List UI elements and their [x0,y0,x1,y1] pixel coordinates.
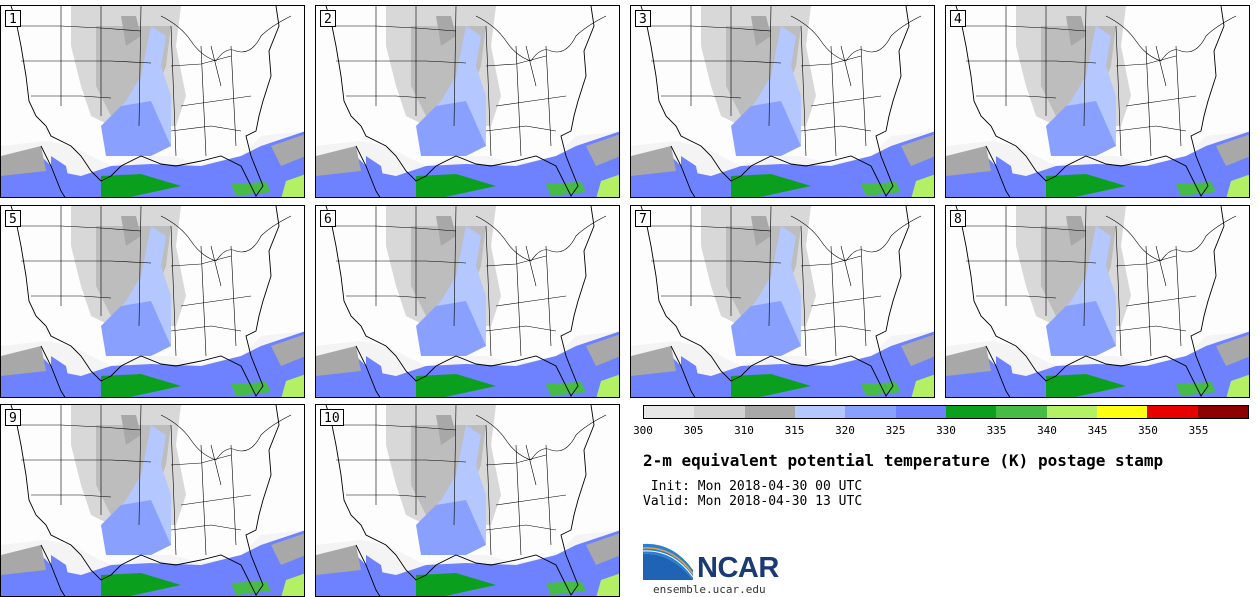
figure-title: 2-m equivalent potential temperature (K)… [643,451,1164,470]
member-panel: 4 [945,5,1250,198]
init-time: Init: Mon 2018-04-30 00 UTC [643,479,863,494]
colorbar-tick-label: 335 [986,424,1007,437]
colorbar-segment [644,406,695,418]
member-panel: 8 [945,205,1250,398]
colorbar-tick-label: 310 [734,424,754,437]
colorbar-tick-label: 315 [784,424,805,437]
colorbar-segment [744,406,795,418]
member-panel: 1 [0,5,305,198]
colorbar-tick-label: 345 [1087,424,1108,437]
colorbar-segment [895,406,946,418]
valid-time: Valid: Mon 2018-04-30 13 UTC [643,494,863,509]
member-panel: 6 [315,205,620,398]
colorbar-segment [845,406,896,418]
colorbar-tick-label: 320 [835,424,855,437]
member-panel: 3 [630,5,935,198]
colorbar-tick-label: 300 [633,424,653,437]
colorbar-tick-label: 330 [936,424,956,437]
member-label: 4 [950,10,966,27]
colorbar-segment [996,406,1047,418]
colorbar-segment [1096,406,1148,418]
member-label: 1 [5,10,21,27]
colorbar-segment [694,406,745,418]
member-label: 9 [5,409,21,426]
colorbar-tick-label: 325 [885,424,906,437]
colorbar-segment [945,406,997,418]
member-label: 8 [950,210,966,227]
member-panel: 9 [0,404,305,597]
colorbar-tick-label: 340 [1037,424,1057,437]
member-label: 3 [635,10,651,27]
colorbar-segment [794,406,846,418]
member-label: 6 [320,210,336,227]
site-url: ensemble.ucar.edu [653,583,766,596]
colorbar-ticks: 300 305 310 315 320 325 330 335 340 345 350 355 [633,424,1249,438]
colorbar-tick-label: 355 [1188,424,1209,437]
colorbar [643,405,1249,419]
colorbar-segment [1197,406,1248,418]
ncar-logo-icon [643,543,693,580]
colorbar-segment [1147,406,1198,418]
member-label: 10 [320,409,344,426]
colorbar-segment [1046,406,1097,418]
member-label: 2 [320,10,336,27]
colorbar-tick-label: 305 [683,424,704,437]
run-info: Init: Mon 2018-04-30 00 UTC Valid: Mon 20… [643,479,862,509]
ncar-wordmark: NCAR [697,552,779,584]
colorbar-tick-label: 350 [1138,424,1158,437]
member-label: 7 [635,210,651,227]
member-panel: 7 [630,205,935,398]
member-label: 5 [5,210,21,227]
member-panel: 2 [315,5,620,198]
member-panel: 10 [315,404,620,597]
member-panel: 5 [0,205,305,398]
